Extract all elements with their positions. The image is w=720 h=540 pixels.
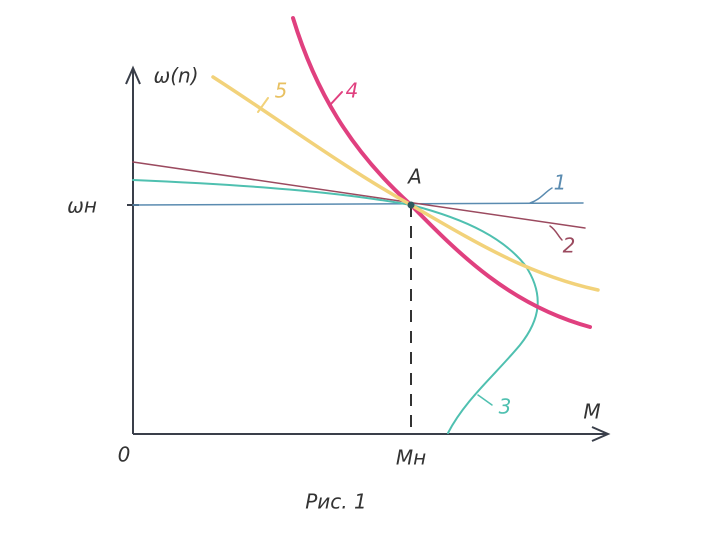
point-a-dot [407, 201, 415, 209]
x-label: M [583, 400, 600, 424]
curve-3 [132, 179, 539, 434]
y-mark: ωн [67, 194, 97, 218]
y-label: ω(n) [153, 64, 198, 88]
curve-4 [291, 16, 592, 329]
y-arrow [125, 65, 141, 85]
leader-2 [549, 225, 563, 241]
curve-5 [211, 75, 600, 292]
leader-4 [329, 91, 343, 106]
curve-1 [132, 202, 584, 206]
curve-label: 2 [563, 234, 576, 258]
curve-label: 5 [275, 79, 288, 103]
leader-5 [257, 97, 269, 113]
curve-label: 3 [499, 395, 512, 419]
x-arrow [591, 426, 611, 442]
point-label: A [406, 165, 422, 189]
caption: Рис. 1 [305, 490, 367, 514]
origin-label: 0 [118, 443, 131, 467]
curve-label: 4 [346, 79, 359, 103]
leader-1 [529, 187, 553, 204]
curve-label: 1 [554, 171, 567, 195]
x-mark: Mн [396, 446, 426, 470]
leader-3 [477, 394, 493, 406]
curve-2 [132, 161, 586, 229]
